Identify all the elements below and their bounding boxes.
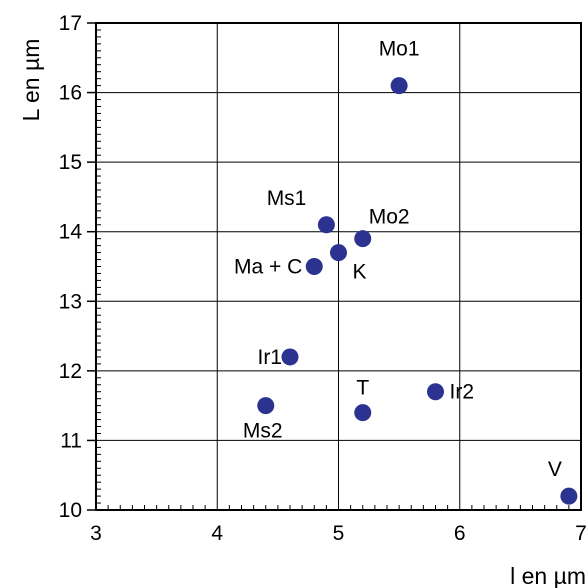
point-labels: Mo1 Ms1 Mo2 K Ma + C Ir1 Ir2 Ms2 T V [234,38,562,481]
data-point [354,230,372,248]
y-tick-label: 14 [59,221,83,244]
data-point [257,397,275,415]
point-label: Mo2 [369,206,410,229]
data-point [305,258,323,275]
x-tick-label: 7 [575,522,587,545]
point-label: Ms2 [243,420,283,443]
data-point [281,348,299,366]
point-label: Ma + C [234,256,302,279]
y-axis-label: L en µm [18,39,44,122]
x-tick-labels: 3 4 5 6 7 [90,522,587,545]
y-tick-label: 10 [59,499,82,522]
data-point [330,244,347,262]
x-tick-label: 4 [211,522,223,545]
data-point [560,487,578,505]
y-tick-label: 16 [59,82,82,105]
y-tick-label: 17 [59,12,82,35]
data-point [427,383,444,401]
point-label: Ir1 [257,346,282,369]
x-tick-label: 6 [454,522,466,545]
y-tick-label: 15 [59,151,82,174]
point-label: T [356,377,369,400]
x-tick-label: 3 [90,522,102,545]
point-label: V [548,458,562,481]
data-point [354,404,372,422]
point-label: Mo1 [379,38,420,61]
point-label: K [353,261,367,284]
axis-ticks [87,22,570,511]
point-label: Ms1 [267,187,307,210]
data-point [390,77,408,95]
grid [95,22,582,511]
x-axis-label: l en µm [510,563,586,588]
y-tick-label: 13 [59,290,82,313]
x-tick-label: 5 [333,522,345,545]
y-tick-label: 12 [59,360,82,383]
data-points [257,77,578,505]
y-tick-label: 11 [60,429,82,452]
y-tick-labels: 10 11 12 13 14 15 16 17 [59,12,83,522]
data-point [317,216,335,234]
point-label: Ir2 [450,381,475,404]
